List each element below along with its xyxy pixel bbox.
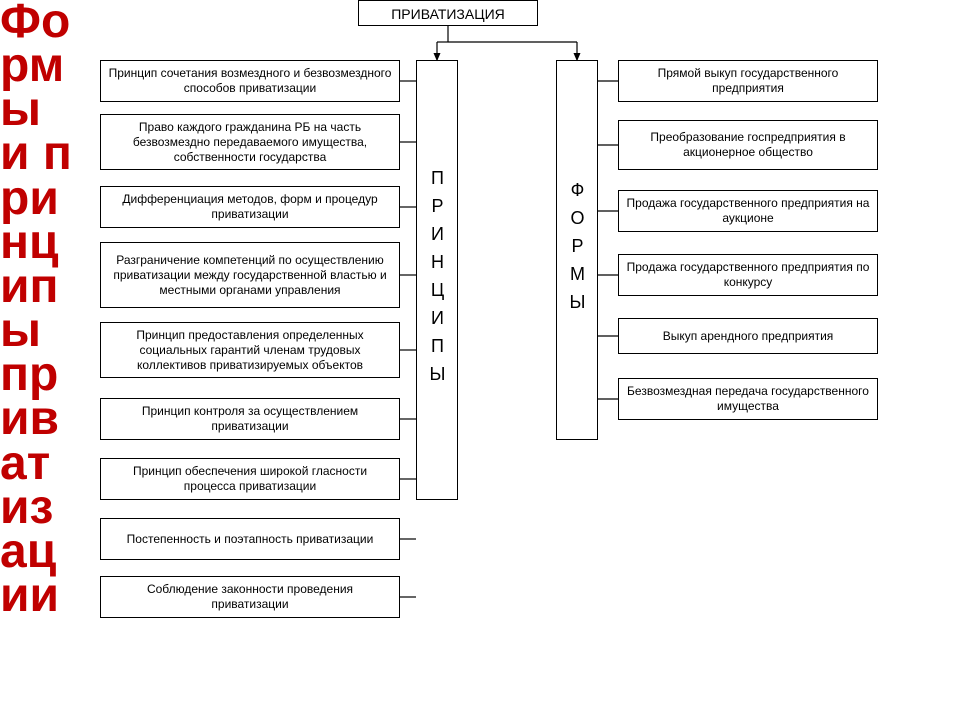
principle-item-4: Принцип предоставления определенных соци… [100,322,400,378]
principle-item-8: Соблюдение законности проведения привати… [100,576,400,618]
page-title: Формы и принципы приватизации [0,0,72,720]
principle-item-2: Дифференциация методов, форм и процедур … [100,186,400,228]
form-item-4: Выкуп арендного предприятия [618,318,878,354]
form-item-2: Продажа государственного предприятия на … [618,190,878,232]
principles-label-text: ПРИНЦИПЫ [427,168,448,392]
root-label: ПРИВАТИЗАЦИЯ [391,6,505,22]
forms-column-label: ФОРМЫ [556,60,598,440]
form-item-0: Прямой выкуп государственного предприяти… [618,60,878,102]
principle-item-3: Разграничение компетенций по осуществлен… [100,242,400,308]
form-item-3: Продажа государственного предприятия по … [618,254,878,296]
principle-item-6: Принцип обеспечения широкой гласности пр… [100,458,400,500]
form-item-5: Безвозмездная передача государственного … [618,378,878,420]
principle-item-1: Право каждого гражданина РБ на часть без… [100,114,400,170]
principle-item-5: Принцип контроля за осуществлением прива… [100,398,400,440]
principle-item-7: Постепенность и поэтапность приватизации [100,518,400,560]
forms-label-text: ФОРМЫ [567,180,588,320]
form-item-1: Преобразование госпредприятия в акционер… [618,120,878,170]
principle-item-0: Принцип сочетания возмездного и безвозме… [100,60,400,102]
root-node: ПРИВАТИЗАЦИЯ [358,0,538,26]
principles-column-label: ПРИНЦИПЫ [416,60,458,500]
